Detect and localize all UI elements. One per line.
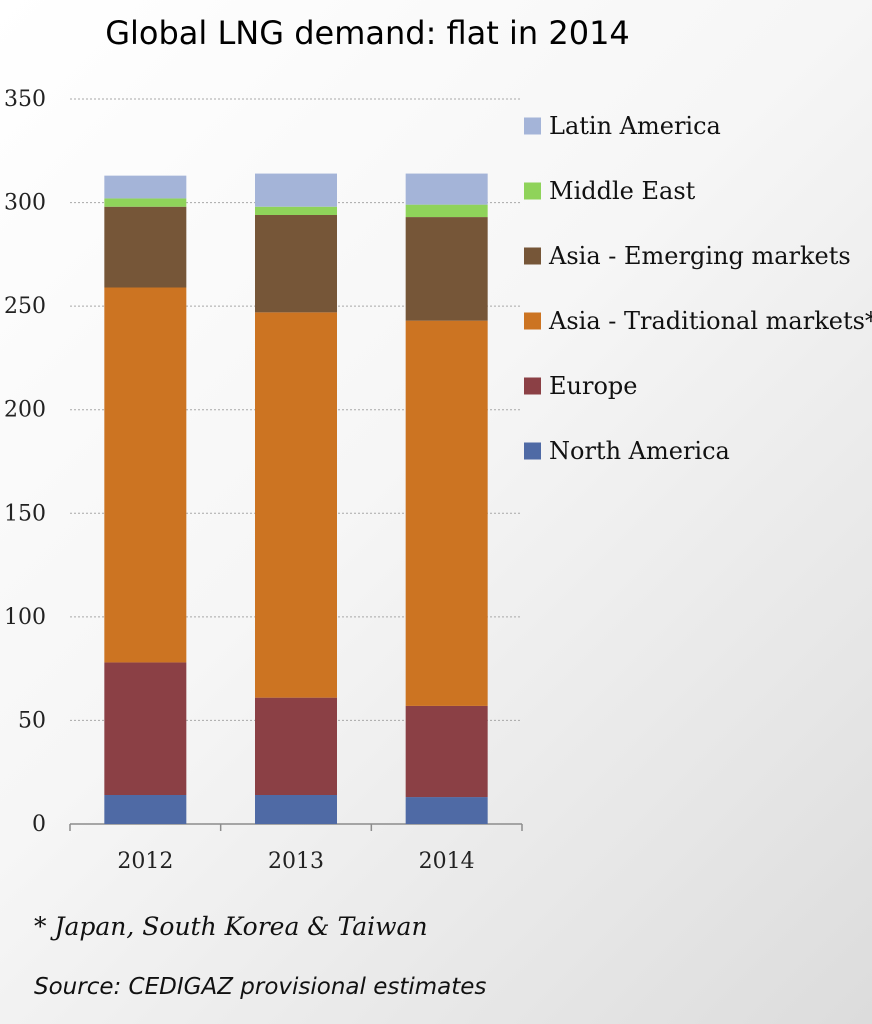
x-tick-label: 2012 [117, 849, 173, 874]
y-tick-label: 150 [4, 501, 46, 526]
legend-label: Asia - Traditional markets* [548, 307, 872, 335]
x-tick-label: 2014 [419, 849, 475, 874]
legend-label: Europe [549, 372, 637, 400]
legend-label: Latin America [549, 112, 721, 140]
bar-segment-asia-traditional-markets-2014 [405, 320, 488, 706]
bar-segment-latin-america-2012 [104, 175, 187, 199]
y-tick-label: 0 [32, 812, 46, 837]
legend-label: Middle East [549, 177, 696, 205]
bar-segment-latin-america-2013 [255, 173, 337, 207]
legend-swatch [524, 312, 541, 330]
bar-segment-europe-2013 [255, 697, 337, 795]
y-tick-label: 250 [4, 294, 46, 319]
legend-label: North America [549, 437, 730, 465]
legend-swatch [524, 117, 541, 135]
bar-segment-asia-emerging-markets-2013 [255, 215, 337, 313]
bar-segment-asia-emerging-markets-2014 [405, 217, 488, 321]
y-tick-label: 100 [4, 605, 46, 630]
y-tick-label: 350 [4, 87, 46, 112]
source-note: Source: CEDIGAZ provisional estimates [34, 974, 487, 1000]
bars [104, 173, 488, 824]
stacked-bar-chart: 0 50 100 150 200 250 300 350 2012 2013 2014 Latin … [4, 87, 872, 874]
bar-segment-latin-america-2014 [405, 173, 488, 205]
bar-segment-north-america-2013 [255, 795, 337, 824]
bar-segment-asia-traditional-markets-2012 [104, 287, 187, 663]
chart-title: Global LNG demand: flat in 2014 [105, 14, 630, 52]
legend-swatch [524, 442, 541, 460]
legend-swatch [524, 377, 541, 395]
bar-segment-asia-emerging-markets-2012 [104, 206, 187, 288]
bar-segment-asia-traditional-markets-2013 [255, 312, 337, 698]
legend-swatch [524, 182, 541, 200]
bar-segment-north-america-2014 [405, 797, 488, 824]
bar-segment-middle-east-2012 [104, 198, 187, 207]
legend-label: Asia - Emerging markets [548, 242, 851, 270]
x-tick-label: 2013 [268, 849, 324, 874]
bar-segment-europe-2012 [104, 662, 187, 795]
y-tick-label: 50 [18, 708, 46, 733]
footnote: * Japan, South Korea & Taiwan [34, 912, 428, 941]
bar-segment-europe-2014 [405, 705, 488, 798]
y-tick-label: 300 [4, 191, 46, 216]
legend-swatch [524, 247, 541, 265]
legend: Latin America Middle East Asia - Emerging … [524, 112, 872, 465]
y-tick-label: 200 [4, 398, 46, 423]
bar-segment-middle-east-2014 [405, 204, 488, 218]
bar-segment-middle-east-2013 [255, 206, 337, 215]
bar-segment-north-america-2012 [104, 795, 187, 824]
